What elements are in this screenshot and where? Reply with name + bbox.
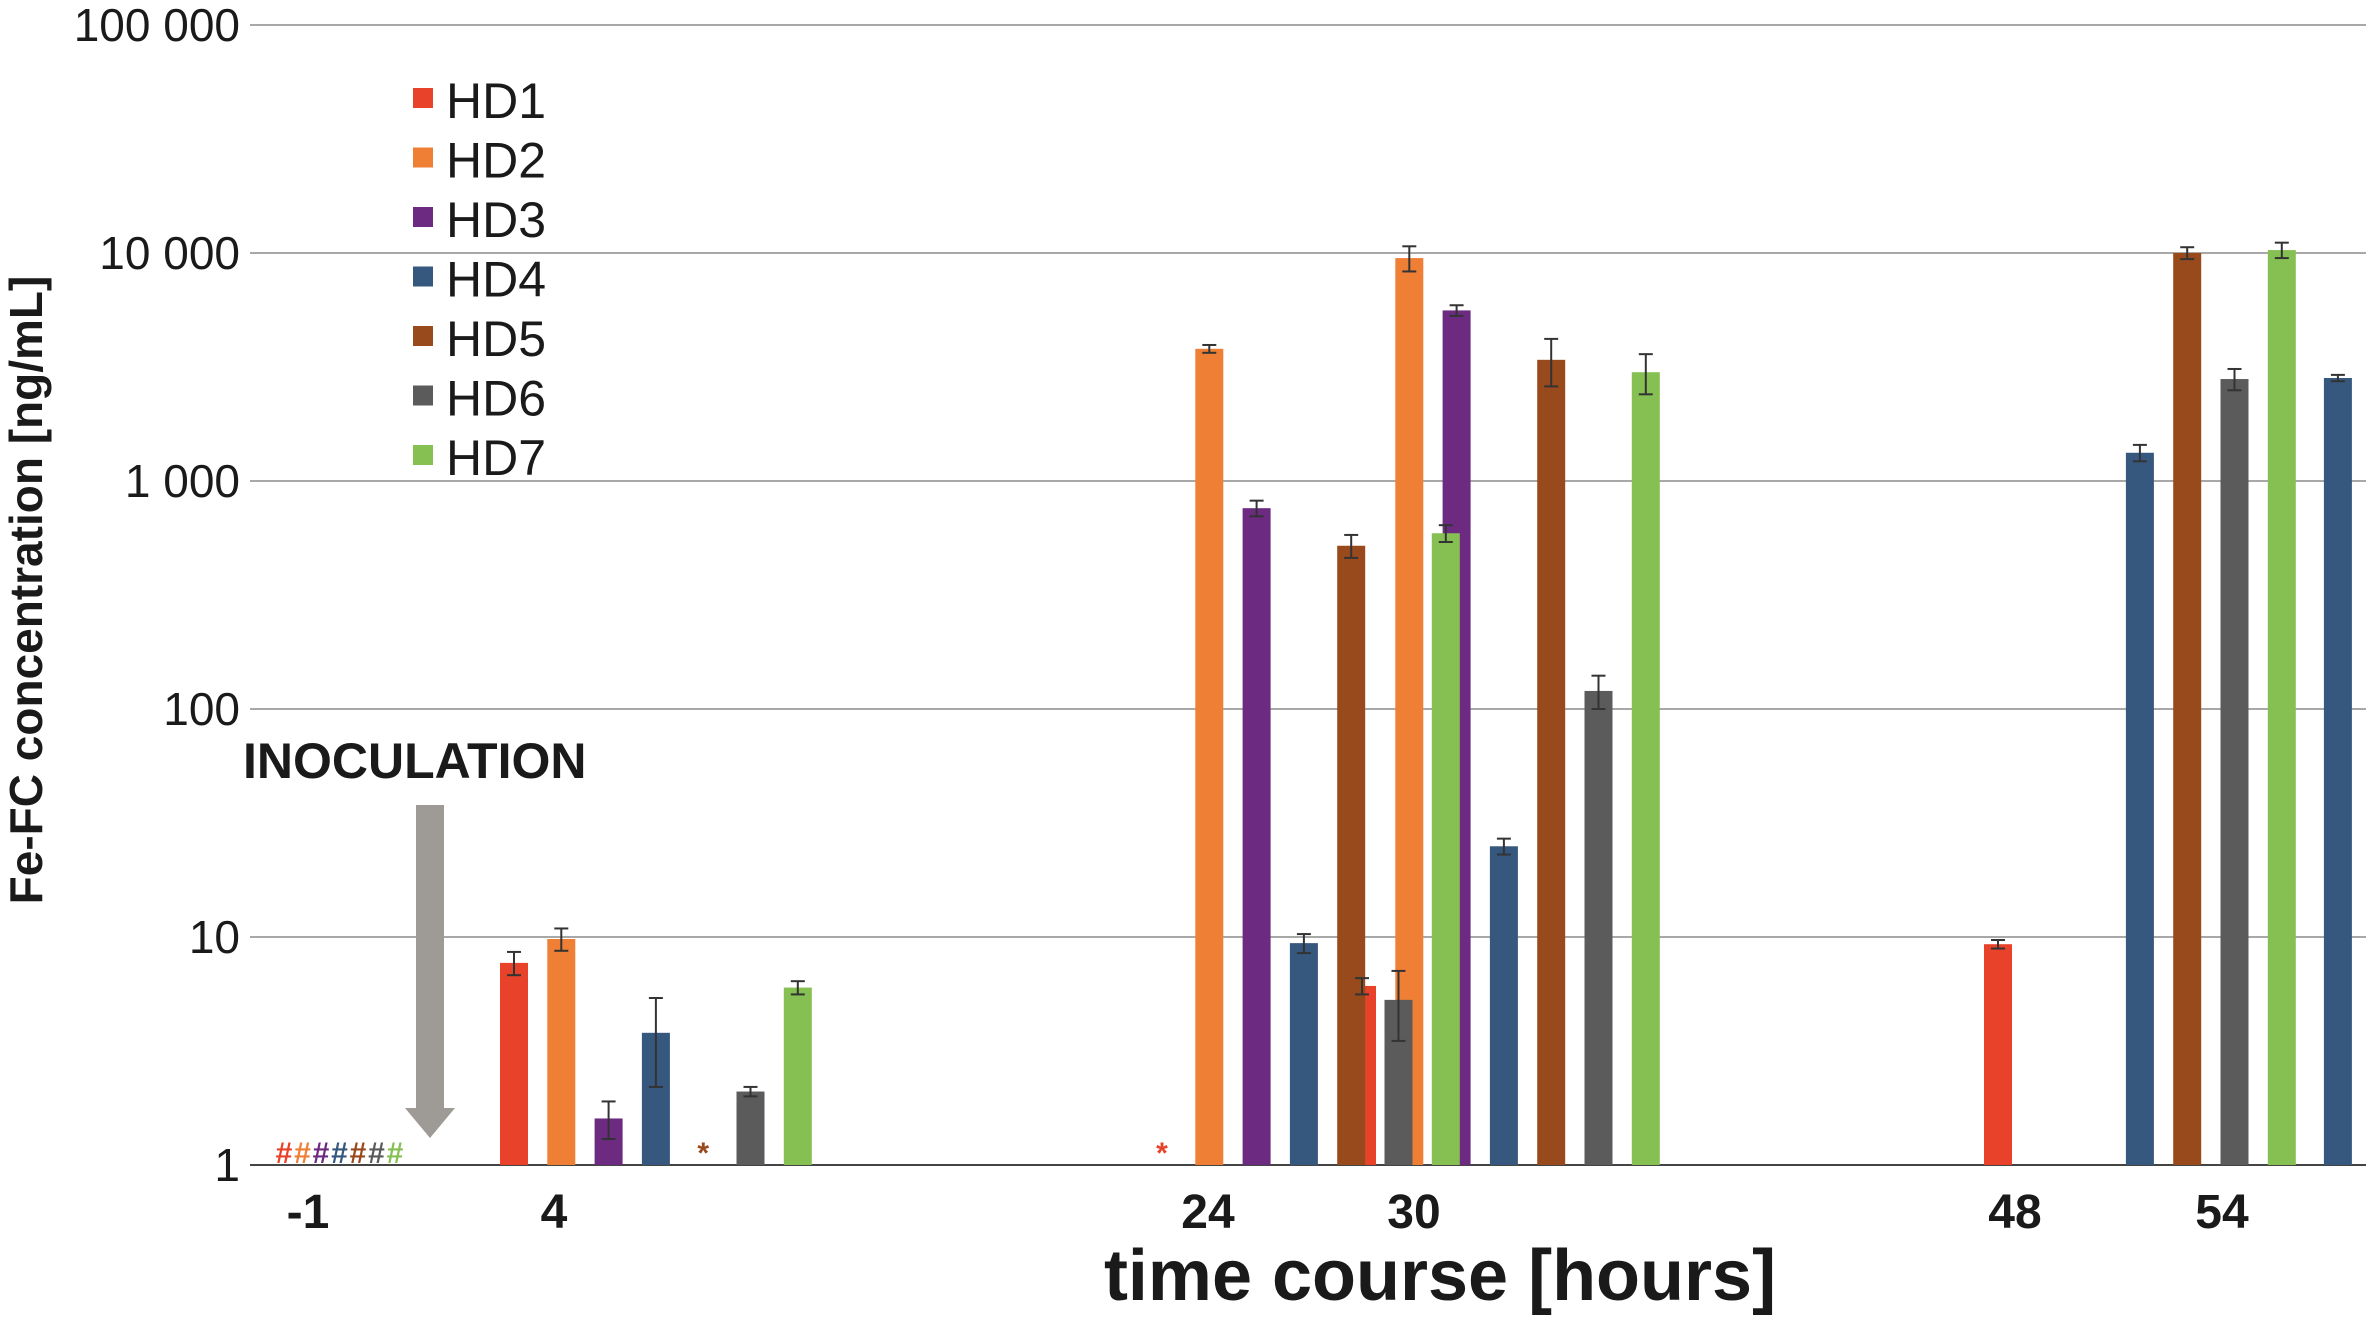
- inoculation-annotation: INOCULATION: [243, 733, 586, 789]
- x-tick-label: 30: [1387, 1186, 1440, 1239]
- x-tick-label: 4: [541, 1186, 568, 1239]
- bar: [2267, 250, 2296, 1165]
- legend-label: HD7: [446, 430, 546, 486]
- error-bars: [507, 241, 2345, 1141]
- down-arrow-icon: [405, 1108, 455, 1138]
- bar: [1195, 348, 1224, 1165]
- legend-swatch: [413, 266, 433, 287]
- legend-label: HD2: [446, 133, 546, 189]
- legend-swatch: [413, 326, 433, 346]
- y-tick-label: 100 000: [74, 0, 240, 51]
- missing-value-marker: #: [350, 1137, 367, 1170]
- arrow-shaft: [416, 805, 444, 1110]
- legend-label: HD6: [446, 371, 546, 427]
- y-tick-label: 10: [189, 911, 240, 963]
- legend-label: HD4: [446, 252, 546, 308]
- bars: [500, 250, 2352, 1166]
- y-tick-label: 100: [163, 683, 240, 735]
- missing-value-marker: *: [697, 1137, 709, 1170]
- missing-value-marker: #: [294, 1137, 311, 1170]
- legend-label: HD3: [446, 192, 546, 248]
- x-axis-label: time course [hours]: [1104, 1236, 1776, 1316]
- x-tick-label: 48: [1988, 1186, 2041, 1239]
- missing-value-marker: #: [276, 1137, 293, 1170]
- bar: [2323, 377, 2352, 1166]
- missing-value-marker: #: [368, 1137, 385, 1170]
- bar: [1337, 545, 1366, 1165]
- missing-value-marker: #: [331, 1137, 348, 1170]
- x-tick-label: 54: [2195, 1186, 2249, 1239]
- gridlines: [250, 24, 2366, 1166]
- legend-label: HD1: [446, 73, 546, 129]
- bar: [1489, 846, 1518, 1165]
- missing-value-marker: #: [387, 1137, 404, 1170]
- missing-markers: # *# # # # *# #: [276, 1137, 1169, 1170]
- legend-swatch: [413, 207, 433, 227]
- bar: [1631, 372, 1660, 1166]
- y-axis-label: Fe-FC concentration [ng/mL]: [0, 276, 52, 905]
- bar: [1537, 359, 1566, 1165]
- y-tick-label: 1: [214, 1139, 240, 1191]
- x-tick-label: -1: [287, 1186, 330, 1239]
- bar: [1289, 943, 1318, 1165]
- legend-swatch: [413, 385, 433, 406]
- legend-label: HD5: [446, 311, 546, 367]
- y-axis-ticks: 1 10 100 1 000 10 000 100 000: [74, 0, 240, 1191]
- bar: [1984, 944, 2012, 1165]
- bar: [736, 1091, 765, 1165]
- legend-swatch: [413, 88, 433, 108]
- x-axis-ticks: -1 4 24 30 48 54: [287, 1186, 2249, 1239]
- y-tick-label: 10 000: [99, 227, 240, 279]
- bar: [2173, 253, 2202, 1165]
- y-tick-label: 1 000: [125, 455, 240, 507]
- bar: [1431, 533, 1460, 1165]
- annotation: INOCULATION: [243, 733, 586, 1138]
- bar: [2220, 379, 2249, 1165]
- missing-value-marker: *: [1156, 1137, 1168, 1170]
- bar: [1584, 690, 1613, 1165]
- bar: [547, 939, 576, 1165]
- bar: [2125, 452, 2154, 1165]
- legend-swatch: [413, 147, 433, 168]
- bar: [1242, 508, 1271, 1165]
- bar: [783, 987, 812, 1165]
- missing-value-marker: #: [313, 1137, 330, 1170]
- bar: [500, 962, 528, 1165]
- x-tick-label: 24: [1181, 1186, 1235, 1239]
- legend-swatch: [413, 445, 433, 465]
